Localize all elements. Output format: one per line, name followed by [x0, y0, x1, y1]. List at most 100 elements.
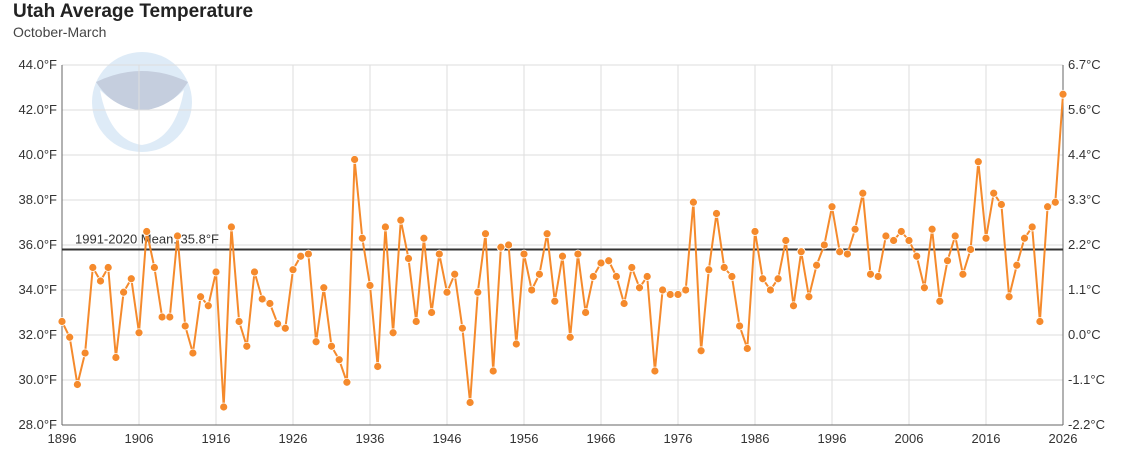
- data-point: [835, 247, 845, 257]
- data-point: [558, 251, 567, 261]
- data-point: [165, 312, 175, 322]
- data-point: [496, 242, 506, 252]
- data-point: [504, 240, 514, 250]
- data-point: [1012, 260, 1022, 270]
- data-point: [96, 276, 105, 286]
- data-point: [627, 263, 637, 272]
- data-point: [157, 312, 167, 322]
- data-point: [858, 188, 868, 198]
- data-point: [696, 346, 706, 356]
- data-point: [604, 256, 614, 266]
- y-tick-label-left: 40.0°F: [19, 147, 58, 162]
- data-point: [242, 341, 252, 351]
- data-point: [735, 321, 744, 331]
- data-point: [665, 290, 675, 299]
- x-tick-label: 1956: [510, 431, 539, 446]
- data-point: [750, 227, 760, 236]
- y-tick-label-right: -2.2°C: [1068, 417, 1105, 432]
- data-point: [966, 245, 975, 254]
- y-tick-label-right: 1.1°C: [1068, 282, 1101, 297]
- data-point: [904, 236, 914, 245]
- data-point: [812, 260, 821, 270]
- data-point: [1043, 202, 1052, 212]
- data-point: [973, 157, 983, 167]
- data-point: [450, 269, 460, 279]
- y-tick-label-left: 38.0°F: [19, 192, 58, 207]
- x-tick-label: 1976: [664, 431, 693, 446]
- chart-subtitle: October-March: [13, 24, 107, 40]
- data-point: [327, 341, 336, 351]
- data-point: [843, 249, 852, 259]
- data-point: [73, 380, 82, 389]
- data-point: [527, 285, 537, 295]
- data-point: [742, 344, 752, 353]
- data-point: [1027, 222, 1037, 232]
- y-tick-label-right: 4.4°C: [1068, 147, 1101, 162]
- data-point: [535, 269, 544, 279]
- series-line: [61, 94, 1064, 408]
- data-point: [226, 222, 236, 232]
- x-tick-label: 1936: [356, 431, 385, 446]
- data-point: [481, 229, 490, 239]
- data-point: [1058, 89, 1068, 99]
- data-point: [766, 285, 775, 295]
- data-point: [681, 285, 691, 295]
- data-point: [573, 249, 583, 259]
- data-point: [134, 328, 144, 338]
- data-point: [265, 299, 275, 308]
- y-tick-label-left: 30.0°F: [19, 372, 58, 387]
- y-tick-label-left: 44.0°F: [19, 57, 58, 72]
- data-point: [442, 287, 452, 297]
- x-tick-label: 1996: [818, 431, 847, 446]
- x-tick-label: 2016: [972, 431, 1001, 446]
- data-point: [550, 296, 560, 306]
- data-point: [612, 272, 621, 281]
- y-tick-label-left: 36.0°F: [19, 237, 58, 252]
- x-tick-label: 2006: [895, 431, 924, 446]
- data-point: [542, 229, 552, 239]
- data-point: [619, 299, 629, 308]
- data-point: [311, 337, 321, 347]
- data-point: [219, 402, 229, 412]
- data-point: [142, 227, 152, 236]
- x-tick-label: 1926: [279, 431, 308, 446]
- data-point: [465, 398, 475, 407]
- data-point: [488, 366, 498, 376]
- data-point: [149, 263, 159, 272]
- data-point: [111, 353, 121, 362]
- data-point: [288, 265, 298, 275]
- y-tick-label-right: 2.2°C: [1068, 237, 1101, 252]
- data-point: [373, 362, 383, 371]
- data-point: [781, 236, 791, 245]
- data-point: [889, 236, 898, 245]
- chart-title: Utah Average Temperature: [13, 1, 254, 22]
- data-point: [234, 317, 244, 326]
- y-tick-label-right: 0.0°C: [1068, 327, 1101, 342]
- data-point: [103, 263, 113, 272]
- data-point: [796, 247, 806, 257]
- y-tick-label-right: 3.3°C: [1068, 192, 1101, 207]
- data-point: [950, 231, 960, 241]
- data-point: [642, 272, 652, 281]
- data-point: [357, 233, 367, 243]
- data-point: [88, 263, 98, 272]
- data-point: [881, 231, 891, 241]
- y-tick-label-left: 32.0°F: [19, 327, 58, 342]
- data-point: [935, 296, 945, 306]
- data-point: [419, 233, 429, 243]
- data-point: [1020, 233, 1029, 243]
- data-point: [57, 317, 67, 326]
- data-point: [250, 267, 259, 277]
- data-point: [427, 308, 437, 317]
- data-point: [920, 283, 929, 293]
- data-point: [126, 274, 136, 284]
- data-point: [411, 317, 421, 326]
- data-point: [588, 272, 598, 281]
- data-point: [565, 332, 575, 342]
- data-point: [119, 287, 128, 297]
- data-point: [280, 323, 290, 333]
- data-point: [758, 274, 768, 284]
- noaa-logo: [92, 52, 192, 152]
- x-tick-label: 1966: [587, 431, 616, 446]
